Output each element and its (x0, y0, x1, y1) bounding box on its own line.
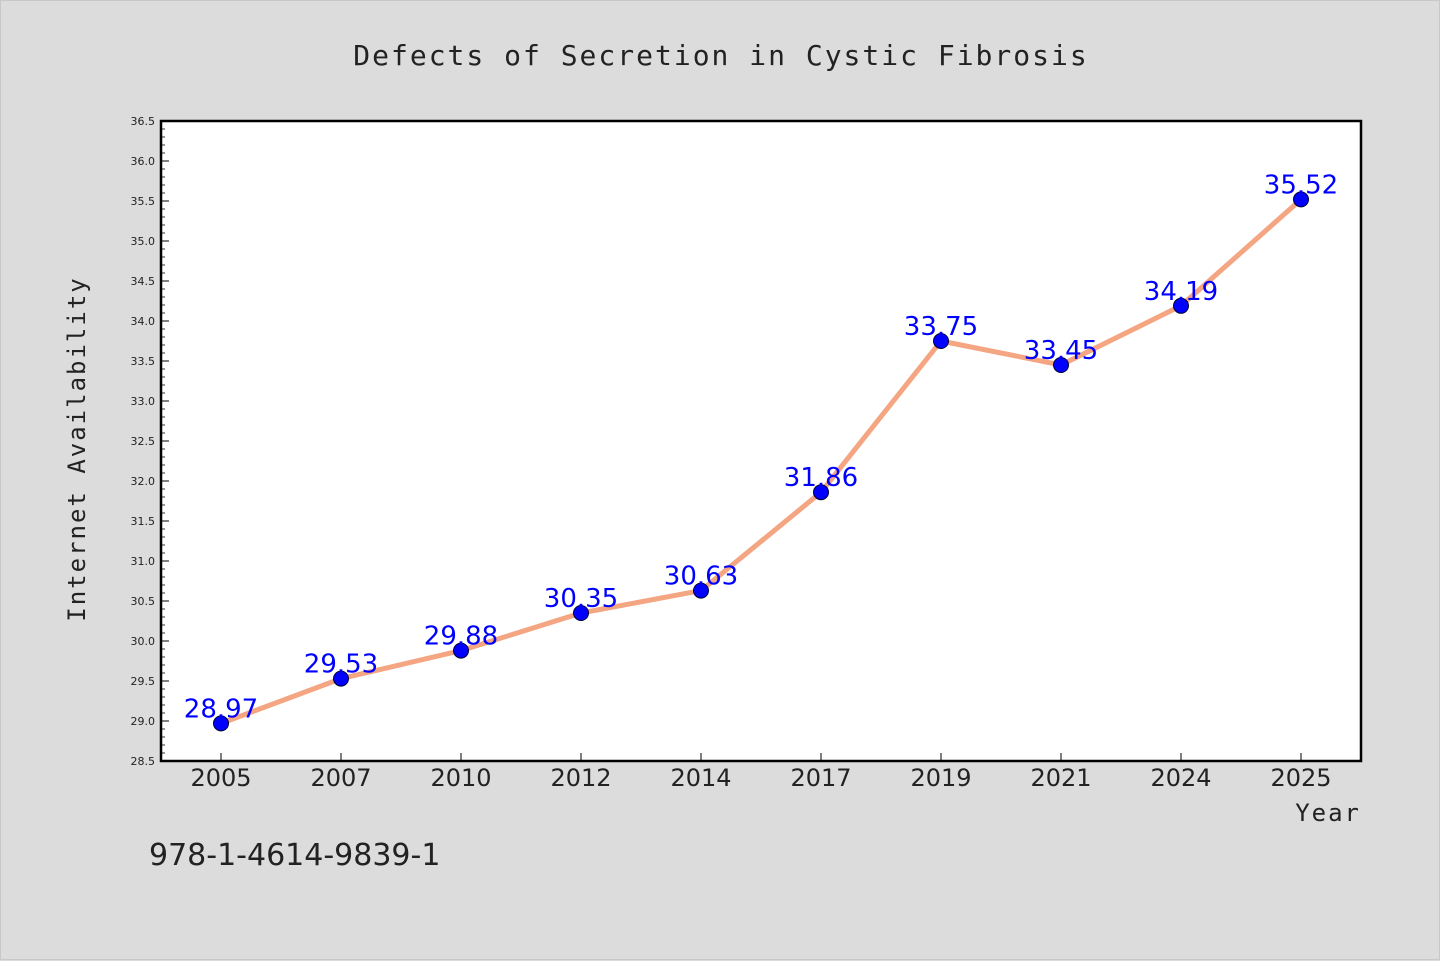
footnote-isbn: 978-1-4614-9839-1 (149, 838, 440, 873)
x-tick-label: 2010 (430, 764, 491, 792)
x-tick-label: 2024 (1150, 764, 1211, 792)
y-tick-label: 35.5 (131, 195, 156, 208)
x-tick-label: 2025 (1270, 764, 1331, 792)
data-label: 28.97 (184, 694, 258, 724)
data-labels: 28.97 29.53 29.88 30.35 30.63 31.86 33.75 33.45… (184, 170, 1338, 724)
data-point (213, 715, 229, 732)
plot-area (159, 119, 1363, 763)
x-tick-label: 2007 (310, 764, 371, 792)
data-point (693, 582, 709, 599)
data-label: 35.52 (1264, 170, 1338, 200)
data-point (1293, 191, 1309, 208)
y-tick-label: 34.5 (131, 275, 156, 288)
data-label: 30.35 (544, 584, 618, 614)
data-label: 29.88 (424, 622, 498, 652)
y-tick-label: 31.0 (131, 555, 156, 568)
x-tick-label: 2021 (1030, 764, 1091, 792)
chart-title: Defects of Secretion in Cystic Fibrosis (353, 39, 1088, 72)
y-tick-label: 31.5 (131, 515, 156, 528)
data-markers (213, 191, 1309, 732)
data-label: 29.53 (304, 650, 378, 680)
y-tick-label: 34.0 (131, 315, 156, 328)
data-point (813, 484, 829, 501)
y-tick-label: 36.5 (131, 115, 156, 128)
data-point (333, 670, 349, 687)
data-point (933, 333, 949, 349)
y-tick-label: 29.0 (131, 715, 156, 728)
x-tick-label: 2012 (550, 764, 611, 792)
data-label: 33.75 (904, 312, 978, 342)
x-tick-label: 2017 (790, 764, 851, 792)
data-point (1173, 297, 1189, 314)
series-line (218, 196, 1304, 726)
y-tick-label: 36.0 (131, 155, 156, 168)
x-tick-label: 2019 (910, 764, 971, 792)
y-tick-label: 28.5 (131, 755, 156, 768)
y-tick-label: 32.0 (131, 475, 156, 488)
data-point (453, 642, 469, 659)
data-label: 31.86 (784, 463, 858, 493)
y-tick-label: 33.0 (131, 395, 156, 408)
y-tick-label: 30.0 (131, 635, 156, 648)
y-tick-label: 35.0 (131, 235, 156, 248)
y-axis: 28.5 29.0 29.5 30.0 30.5 31.0 31.5 32.0 32.5 33.0… (131, 115, 169, 768)
x-tick-label: 2005 (190, 764, 251, 792)
y-tick-label: 29.5 (131, 675, 156, 688)
y-tick-label: 32.5 (131, 435, 156, 448)
y-tick-label: 30.5 (131, 595, 156, 608)
data-label: 30.63 (664, 562, 738, 592)
data-label: 34.19 (1144, 277, 1218, 307)
data-point (573, 605, 589, 621)
data-point (1053, 357, 1069, 373)
y-tick-label: 33.5 (131, 355, 156, 368)
x-tick-label: 2014 (670, 764, 731, 792)
x-axis: 2005 2007 2010 2012 2014 2017 2019 2021 2024 2025 (190, 753, 1332, 792)
series-line-group (218, 196, 1304, 726)
data-label: 33.45 (1024, 336, 1098, 366)
x-axis-label: Year (1295, 799, 1361, 827)
y-axis-label: Internet Availability (63, 276, 91, 621)
